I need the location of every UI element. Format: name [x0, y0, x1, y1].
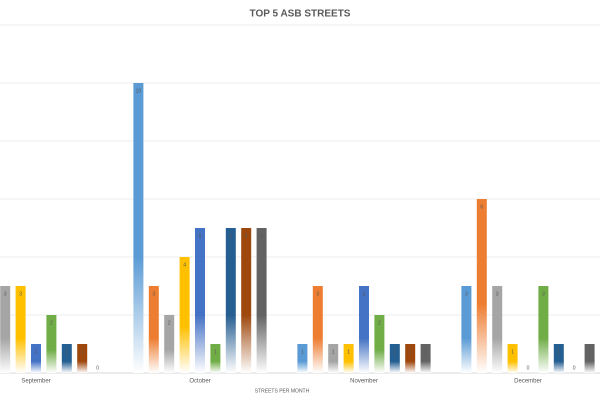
- bar: [507, 344, 518, 373]
- x-tick-label: September: [21, 379, 50, 385]
- bar: [359, 286, 369, 373]
- bar: [461, 286, 472, 373]
- bar: [241, 228, 252, 373]
- bar: [420, 344, 431, 373]
- bar: [77, 344, 88, 373]
- data-label: 2: [50, 320, 53, 326]
- bar: [476, 199, 487, 373]
- bar: [210, 344, 221, 373]
- data-label: 1: [65, 349, 68, 355]
- data-label: 3: [542, 291, 545, 297]
- bar: [343, 344, 354, 373]
- data-label: 6: [480, 204, 483, 210]
- data-label: 3: [316, 291, 319, 297]
- bar: [148, 286, 159, 373]
- data-label: 1: [511, 349, 514, 355]
- bar: [553, 344, 564, 373]
- data-label: 5: [229, 233, 232, 239]
- bar: [538, 286, 549, 373]
- data-label: 1: [81, 349, 84, 355]
- bar: [31, 344, 41, 373]
- data-label: 3: [19, 291, 22, 297]
- data-label: 3: [152, 291, 155, 297]
- data-label: 1: [409, 349, 412, 355]
- bar: [374, 315, 385, 373]
- data-label: 1: [424, 349, 427, 355]
- data-label: 1: [301, 349, 304, 355]
- data-label: 10: [136, 88, 142, 94]
- x-tick-label: November: [350, 379, 378, 385]
- data-label: 0: [96, 365, 99, 371]
- x-tick-label: December: [514, 379, 542, 385]
- data-label: 1: [332, 349, 335, 355]
- data-label: 2: [168, 320, 171, 326]
- bar: [133, 83, 144, 373]
- bar: [0, 286, 11, 373]
- data-label: 3: [496, 291, 499, 297]
- bar: [256, 228, 267, 373]
- data-label: 1: [557, 349, 560, 355]
- bar: [297, 344, 308, 373]
- data-label: 0: [527, 365, 530, 371]
- bar: [195, 228, 205, 373]
- data-label: 1: [347, 349, 350, 355]
- bar: [389, 344, 400, 373]
- data-label: 5: [245, 233, 248, 239]
- bar: [492, 286, 503, 373]
- data-label: 4: [183, 262, 186, 268]
- data-label: 5: [199, 233, 202, 239]
- chart-title: TOP 5 ASB STREETS: [250, 9, 351, 20]
- bar: [312, 286, 323, 373]
- data-label: 2: [378, 320, 381, 326]
- bar: [15, 286, 26, 373]
- bar: [61, 344, 72, 373]
- data-label: 1: [35, 349, 38, 355]
- data-label: 1: [588, 349, 591, 355]
- data-label: 3: [465, 291, 468, 297]
- data-label: 0: [573, 365, 576, 371]
- bar: [164, 315, 175, 373]
- x-axis-title: STREETS PER MONTH: [255, 388, 310, 394]
- bar: [405, 344, 416, 373]
- data-label: 1: [393, 349, 396, 355]
- x-tick-label: October: [189, 379, 210, 385]
- data-label: 5: [260, 233, 263, 239]
- bar: [179, 257, 190, 373]
- bar: [584, 344, 595, 373]
- data-label: 3: [4, 291, 7, 297]
- data-label: 1: [214, 349, 217, 355]
- bar: [46, 315, 57, 373]
- data-label: 3: [363, 291, 366, 297]
- bar: [328, 344, 339, 373]
- bar: [225, 228, 236, 373]
